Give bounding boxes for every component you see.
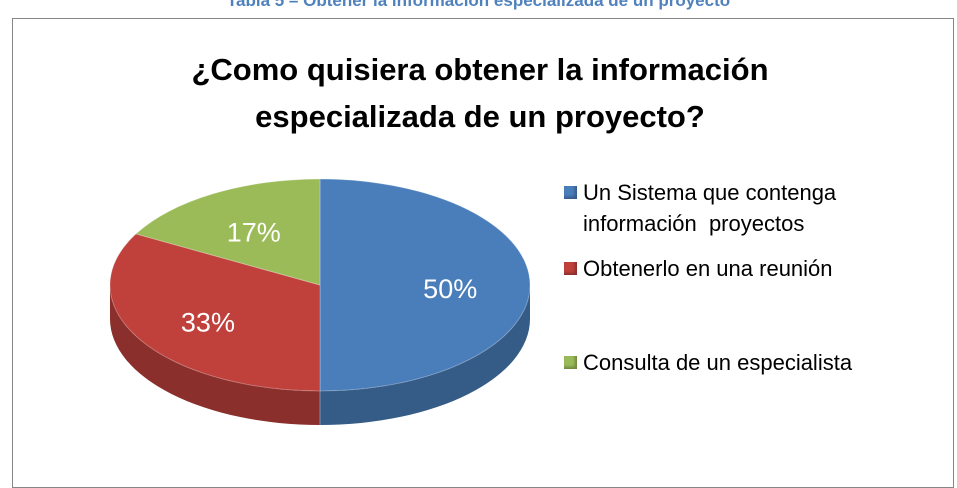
data-label: 17% bbox=[227, 218, 281, 248]
caption: Tabla 5 – Obtener la información especia… bbox=[226, 0, 731, 10]
legend-item: Consulta de un especialista bbox=[564, 347, 954, 378]
pie-side bbox=[110, 285, 320, 425]
legend-label: Un Sistema que contenga información proy… bbox=[583, 180, 843, 236]
legend-swatch bbox=[564, 186, 577, 199]
data-label: 50% bbox=[423, 274, 477, 304]
pie-side bbox=[320, 285, 530, 425]
legend-swatch bbox=[564, 356, 577, 369]
chart-title: ¿Como quisiera obtener la información es… bbox=[191, 52, 769, 134]
legend-item: Obtenerlo en una reunión bbox=[564, 253, 954, 284]
pie-slice bbox=[109, 233, 321, 392]
legend-item: Un Sistema que contenga información proy… bbox=[564, 177, 954, 239]
legend-label: Consulta de un especialista bbox=[583, 350, 853, 375]
data-label: 33% bbox=[181, 308, 235, 338]
pie-slice bbox=[134, 178, 321, 286]
legend-label: Obtenerlo en una reunión bbox=[583, 256, 833, 281]
legend-swatch bbox=[564, 262, 577, 275]
pie-slice bbox=[319, 178, 531, 392]
